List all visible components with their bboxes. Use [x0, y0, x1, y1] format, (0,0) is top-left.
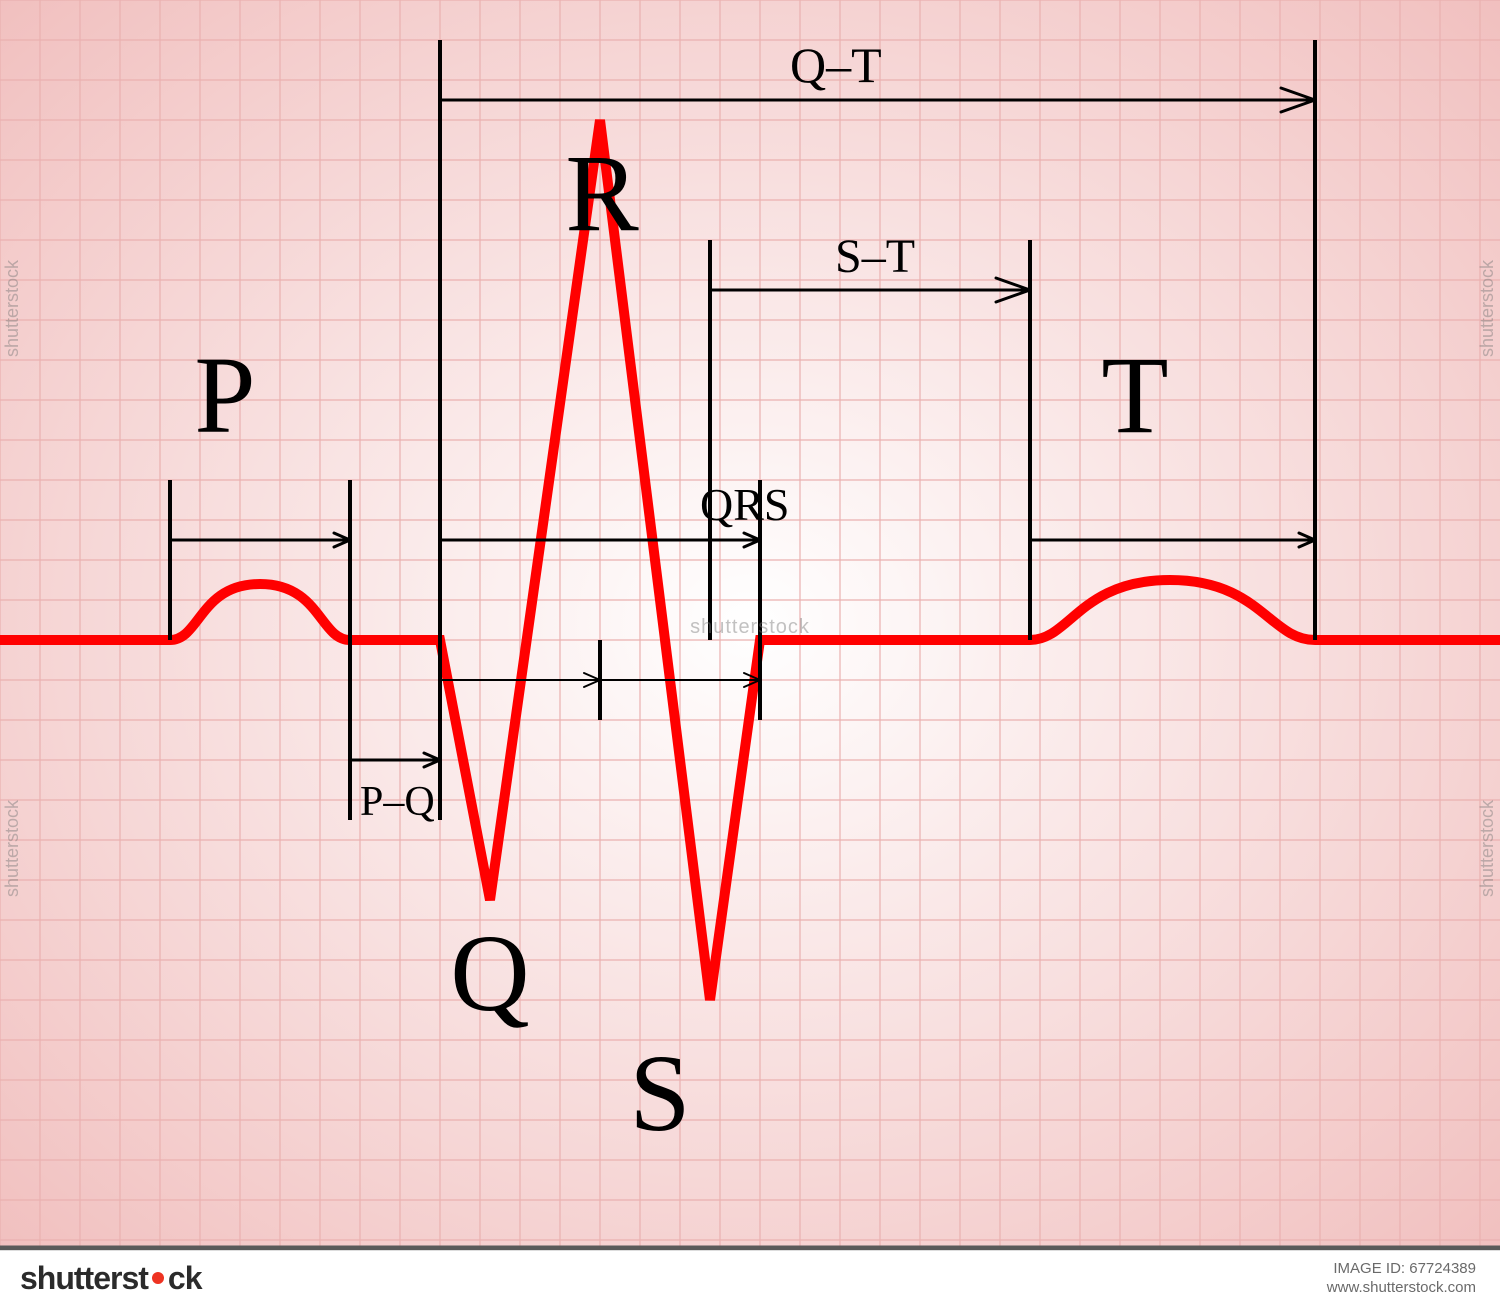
brand-logo: shutterst ck: [20, 1260, 202, 1297]
ecg-svg: Q–T S–T QRS P–Q P R T QSshutterstock: [0, 0, 1500, 1250]
watermark-center: shutterstock: [690, 616, 810, 638]
interval-label-ST: S–T: [835, 230, 915, 283]
interval-label-PQ: P–Q: [360, 779, 435, 825]
footer-bar: shutterst ck IMAGE ID: 67724389 www.shut…: [0, 1250, 1500, 1305]
image-meta: IMAGE ID: 67724389 www.shutterstock.com: [1327, 1259, 1476, 1298]
image-id-value: 67724389: [1409, 1260, 1476, 1277]
interval-label-QT: Q–T: [790, 37, 882, 93]
wave-label-P: P: [194, 334, 255, 456]
brand-text-1: shutterst: [20, 1260, 148, 1297]
image-id-label: IMAGE ID:: [1333, 1260, 1405, 1277]
brand-text-2: ck: [168, 1260, 202, 1297]
wave-label-S: S: [629, 1032, 690, 1154]
site-url: www.shutterstock.com: [1327, 1278, 1476, 1298]
wave-label-Q: Q: [450, 912, 529, 1034]
wave-label-R: R: [565, 132, 639, 254]
ecg-diagram: Q–T S–T QRS P–Q P R T QSshutterstock shuttersto…: [0, 0, 1500, 1305]
interval-label-QRS: QRS: [700, 479, 789, 530]
wave-label-T: T: [1101, 334, 1168, 456]
brand-dot-icon: [152, 1272, 164, 1284]
